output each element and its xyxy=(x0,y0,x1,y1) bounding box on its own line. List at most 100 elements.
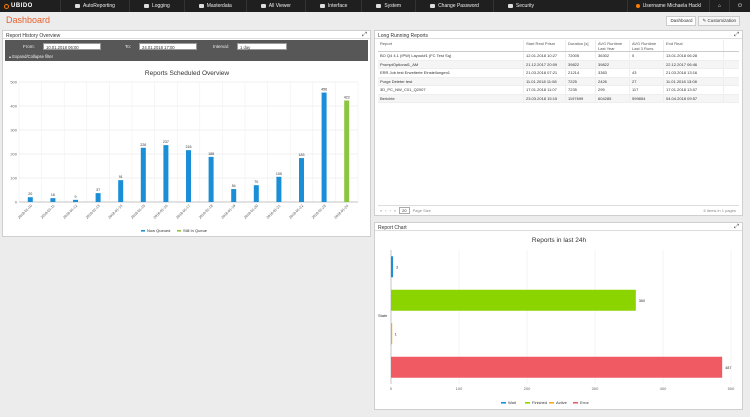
x-tick-label: 500 xyxy=(728,386,735,391)
nav-all-viewer[interactable]: All Viewer xyxy=(245,0,305,12)
table-cell: 21.03.2018 13:16 xyxy=(664,69,724,77)
first-page-icon[interactable]: « xyxy=(380,207,383,213)
bar-value-label: 91 xyxy=(119,175,123,179)
expand-icon[interactable]: ⤢ xyxy=(362,32,367,38)
x-tick-label: 2018-01-16 xyxy=(153,204,169,220)
bar xyxy=(391,256,394,278)
interval-select[interactable]: 1 day xyxy=(237,43,287,50)
nav-masterdata[interactable]: Masterdata xyxy=(183,0,246,12)
expand-icon[interactable]: ⤢ xyxy=(734,224,739,230)
nav-change-password[interactable]: Change Password xyxy=(415,0,493,12)
nav-label: Masterdata xyxy=(206,3,232,9)
table-row[interactable]: Purge Deleter test 11.01.2018 11:08 7225 24… xyxy=(378,77,739,86)
tab-dashboard[interactable]: Dashboard xyxy=(666,16,697,26)
table-cell: Berichte xyxy=(378,94,524,102)
table-row[interactable]: ERR Job test Erweiterte Einstellungen1 21… xyxy=(378,69,739,78)
nav-security[interactable]: Security xyxy=(492,0,548,12)
masterdata-icon xyxy=(198,4,204,8)
table-cell: 21214 xyxy=(566,69,596,77)
chart-title: Reports Scheduled Overview xyxy=(145,70,229,77)
table-cell: 23.03.2018 15:15 xyxy=(524,94,566,102)
chevron-up-icon: ▴ xyxy=(9,54,13,59)
from-date-input[interactable]: 10.01.2018 06:00 xyxy=(43,43,101,50)
table-cell: 21.12.2017 20:09 xyxy=(524,60,566,68)
bar-value-label: 1 xyxy=(395,332,397,336)
panel-title: Report History Overview xyxy=(6,32,61,39)
home-button[interactable]: ⌂ xyxy=(709,0,729,12)
table-cell: 604285 xyxy=(596,94,630,102)
col-start[interactable]: Start Real Prism xyxy=(524,40,566,51)
tab-label: Customization xyxy=(707,18,736,23)
table-row[interactable]: Berichte 23.03.2018 15:15 1197699 604285 599… xyxy=(378,94,739,103)
prev-page-icon[interactable]: ‹ xyxy=(385,207,387,213)
nav-logging[interactable]: Logging xyxy=(128,0,184,12)
x-tick-label: 2018-01-13 xyxy=(85,204,101,220)
x-tick-label: 2018-01-11 xyxy=(40,204,56,220)
nav-label: Interface xyxy=(327,3,348,9)
panel-title: Report Chart xyxy=(378,224,407,231)
table-cell: PromptOptional1_AM xyxy=(378,60,524,68)
table-row[interactable]: PromptOptional1_AM 21.12.2017 20:09 39822 3… xyxy=(378,60,739,69)
tab-customization[interactable]: ✎ Customization xyxy=(698,16,740,26)
table-cell: 11.01.2018 13:08 xyxy=(664,77,724,85)
table-row[interactable]: BO Q4 4.1 (IPW) Layout#1 (FC Test Sq) 12.… xyxy=(378,52,739,61)
bar-value-label: 183 xyxy=(299,153,305,157)
legend-label: Wait xyxy=(508,400,517,405)
logo-text: UBIDO xyxy=(11,3,33,9)
table-row[interactable]: 3D_PC_NW_C01_Q2007 17.01.2018 11:07 7235 29… xyxy=(378,86,739,95)
nav-system[interactable]: System xyxy=(361,0,415,12)
nav-interface[interactable]: Interface xyxy=(304,0,361,12)
x-tick-label: 400 xyxy=(660,386,667,391)
x-tick-label: 2018-01-22 xyxy=(288,204,304,220)
col-avg-year[interactable]: AVG Runtime Last Year xyxy=(596,40,630,51)
to-date-input[interactable]: 24.01.2018 17:00 xyxy=(139,43,197,50)
nav-label: Security xyxy=(515,3,534,9)
power-button[interactable]: ⏻ xyxy=(729,0,750,12)
bar xyxy=(73,199,78,202)
next-page-icon[interactable]: › xyxy=(389,207,391,213)
user-area: Username Michaela Hackl ⌂ ⏻ xyxy=(626,0,750,12)
long-running-panel: Long Running Reports ⤢ Report Start Real… xyxy=(374,30,743,216)
col-duration[interactable]: Duration [s] xyxy=(566,40,596,51)
reports-24h-chart: Reports in last 24h 0 100 200 300 400 500 State… xyxy=(378,237,735,405)
bar-value-label: 456 xyxy=(321,88,327,92)
bar-value-label: 37 xyxy=(96,188,100,192)
key-icon xyxy=(430,4,436,8)
bar-value-label: 360 xyxy=(639,299,645,303)
y-axis-label: State xyxy=(378,313,388,318)
bar-value-label: 20 xyxy=(28,192,32,196)
bar-value-label: 237 xyxy=(163,140,169,144)
expand-icon[interactable]: ⤢ xyxy=(734,32,739,38)
legend-swatch xyxy=(177,230,181,232)
last-page-icon[interactable]: » xyxy=(393,207,397,213)
table-cell: 0 xyxy=(630,52,664,60)
table-cell: 3383 xyxy=(596,69,630,77)
page-title: Dashboard xyxy=(6,15,51,25)
table-cell: 39822 xyxy=(566,60,596,68)
bar xyxy=(118,180,124,202)
page-size-select[interactable]: 20 xyxy=(399,206,410,214)
x-tick-label: 2018-01-15 xyxy=(130,204,146,220)
table-cell: 11.01.2018 11:08 xyxy=(524,77,566,85)
legend-swatch xyxy=(501,402,506,404)
main-nav: AutoReporting Logging Masterdata All Vie… xyxy=(60,0,548,12)
expand-filter-toggle[interactable]: ▴ Expand/Collapse filter xyxy=(9,54,53,59)
page-size-label: Page Size xyxy=(412,207,431,213)
nav-label: Change Password xyxy=(438,3,479,9)
col-end[interactable]: End Real xyxy=(664,40,724,51)
table-cell: 13.01.2018 06:28 xyxy=(664,52,724,60)
table-header: Report Start Real Prism Duration [s] AVG… xyxy=(378,40,739,52)
bar-value-label: 226 xyxy=(140,143,146,147)
x-tick-label: 200 xyxy=(524,386,531,391)
filter-row: From: 10.01.2018 06:00 To: 24.01.2018 17… xyxy=(5,43,368,51)
col-report[interactable]: Report xyxy=(378,40,524,51)
user-menu[interactable]: Username Michaela Hackl xyxy=(626,0,709,12)
nav-autoreporting[interactable]: AutoReporting xyxy=(60,0,129,12)
col-avg-runs[interactable]: AVG Runtime Last 3 Runs xyxy=(630,40,664,51)
bar xyxy=(50,198,56,202)
x-tick-label: 2018-01-24 xyxy=(334,204,350,220)
app-logo[interactable]: UBIDO xyxy=(0,3,60,9)
home-icon: ⌂ xyxy=(718,3,722,9)
bar-value-label: 216 xyxy=(186,145,192,149)
user-name: Username Michaela Hackl xyxy=(642,3,701,9)
